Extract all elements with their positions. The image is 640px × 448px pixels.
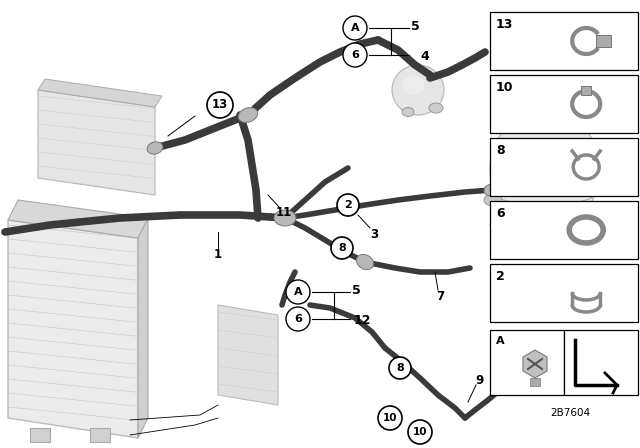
Polygon shape [523,350,547,378]
Bar [596,35,611,47]
Circle shape [343,16,367,40]
Polygon shape [8,220,138,438]
Circle shape [389,357,411,379]
Text: 5: 5 [411,20,419,33]
Ellipse shape [484,184,500,196]
Bar [30,428,50,442]
Bar [530,378,540,386]
Text: A: A [294,287,302,297]
Text: 4: 4 [420,51,429,64]
Text: 8: 8 [338,243,346,253]
Ellipse shape [490,110,600,230]
Circle shape [337,194,359,216]
Text: 9: 9 [476,374,484,387]
Text: 13: 13 [496,18,513,31]
Text: 8: 8 [496,144,504,157]
Text: 6: 6 [496,207,504,220]
Circle shape [286,280,310,304]
Text: 2: 2 [496,270,505,283]
Bar [90,428,110,442]
Bar [490,12,638,70]
Text: A: A [351,23,359,33]
Circle shape [343,43,367,67]
Text: 10: 10 [383,413,397,423]
Bar [490,264,638,322]
Ellipse shape [402,75,424,95]
Circle shape [378,406,402,430]
Text: 6: 6 [351,50,359,60]
Bar [490,330,564,395]
Text: 12: 12 [353,314,371,327]
Circle shape [286,307,310,331]
Polygon shape [38,90,155,195]
Text: 8: 8 [396,363,404,373]
Ellipse shape [356,254,374,270]
Text: 2: 2 [344,200,352,210]
Bar [581,86,591,95]
Text: 6: 6 [294,314,302,324]
Text: 1: 1 [214,249,222,262]
Circle shape [207,92,233,118]
Polygon shape [8,200,148,238]
Ellipse shape [402,108,414,116]
Ellipse shape [392,65,444,115]
Circle shape [331,237,353,259]
Ellipse shape [147,142,163,154]
Ellipse shape [490,215,600,235]
Ellipse shape [238,108,258,122]
Text: 10: 10 [413,427,428,437]
Ellipse shape [484,194,502,206]
Text: 2B7604: 2B7604 [550,408,590,418]
Text: 7: 7 [436,290,444,303]
Circle shape [408,420,432,444]
Bar [490,201,638,259]
Text: A: A [496,336,504,346]
Ellipse shape [429,103,443,113]
Bar [490,75,638,133]
Polygon shape [138,218,148,438]
Bar [490,138,638,196]
Polygon shape [218,305,278,405]
Ellipse shape [274,210,296,226]
Text: 11: 11 [276,206,292,219]
Ellipse shape [518,106,573,124]
Bar [564,330,638,395]
Polygon shape [38,79,162,107]
Text: 5: 5 [351,284,360,297]
Text: 13: 13 [212,99,228,112]
Text: 3: 3 [370,228,378,241]
Text: 10: 10 [496,81,513,94]
